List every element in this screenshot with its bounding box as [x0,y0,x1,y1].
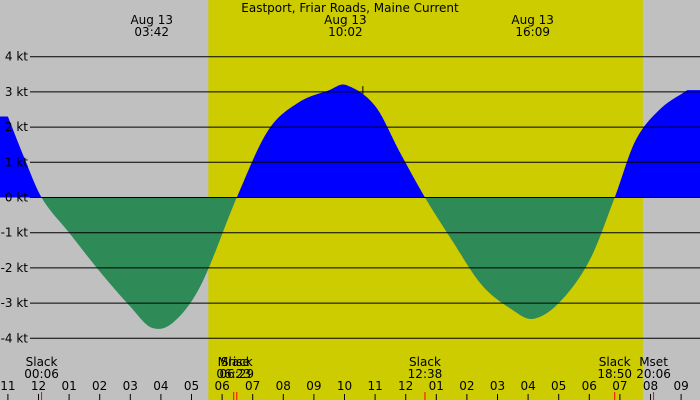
ebb-area [424,197,615,320]
bottom-annotations: Slack00:06Mrise06:23Slack06:29Slack12:38… [24,355,671,400]
hour-label: 07 [612,379,627,393]
peak-date-label: Aug 13 [324,13,367,27]
event-time-label: 06:23 [216,367,251,381]
peak-date-label: Aug 13 [130,13,173,27]
y-tick-label: 4 kt [5,50,28,64]
hour-label: 08 [276,379,291,393]
event-time-label: 20:06 [636,367,671,381]
hour-label: 04 [153,379,168,393]
hour-label: 07 [245,379,260,393]
hour-label: 09 [306,379,321,393]
hour-label: 06 [214,379,229,393]
hour-label: 03 [490,379,505,393]
hour-label: 02 [92,379,107,393]
hour-label: 01 [61,379,76,393]
hour-label: 10 [337,379,352,393]
y-tick-label: -3 kt [1,296,29,310]
peak-time-label: 16:09 [515,25,550,39]
hour-label: 01 [429,379,444,393]
hour-label: 09 [673,379,688,393]
x-axis-hours: 11 12 01 02 03 04 05 06 07 08 09 10 11 12 01 02 03 04 05 06… [0,379,689,400]
hour-label: 12 [398,379,413,393]
y-tick-label: -4 kt [1,331,29,345]
y-tick-label: 0 kt [5,191,28,205]
event-time-label: 18:50 [597,367,632,381]
hour-label: 05 [551,379,566,393]
y-axis-labels: 4 kt 3 kt 2 kt 1 kt 0 kt -1 kt -2 kt -3 kt -4 kt [1,50,29,346]
hour-label: 11 [367,379,382,393]
event-label: Slack [409,355,441,369]
chart-title: Eastport, Friar Roads, Maine Current [241,1,459,15]
event-label: Slack [221,355,253,369]
hour-label: 06 [582,379,597,393]
y-tick-label: 2 kt [5,120,28,134]
y-tick-label: -1 kt [1,226,29,240]
flood-area [614,90,700,198]
event-time-label: 00:06 [24,367,59,381]
hour-label: 05 [184,379,199,393]
event-label: Slack [599,355,631,369]
hour-label: 12 [31,379,46,393]
flood-area [0,116,42,198]
y-tick-label: 1 kt [5,155,28,169]
y-tick-label: 3 kt [5,85,28,99]
peak-time-label: 10:02 [328,25,363,39]
event-label: Mrise [218,355,250,369]
event-label: Slack [26,355,58,369]
grid-lines [30,56,700,339]
event-time-label: 12:38 [408,367,443,381]
current-areas [0,84,700,329]
hour-label: 11 [0,379,15,393]
peak-time-label: 03:42 [134,25,169,39]
peak-date-label: Aug 13 [511,13,554,27]
event-label: Mset [639,355,668,369]
hour-label: 04 [520,379,535,393]
y-tick-label: -2 kt [1,261,29,275]
event-time-label: 06:29 [219,367,254,381]
hour-label: 02 [459,379,474,393]
flood-area [236,84,425,198]
hour-label: 08 [643,379,658,393]
hour-label: 03 [123,379,138,393]
ebb-area [41,197,237,329]
